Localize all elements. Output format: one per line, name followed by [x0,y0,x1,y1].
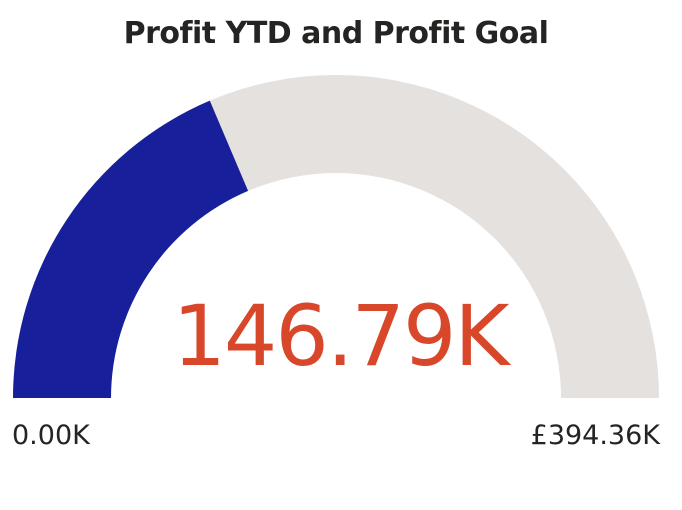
chart-title: Profit YTD and Profit Goal [123,16,549,51]
gauge-max-label: £394.36K [530,420,660,451]
gauge-value-label: 146.79K [172,287,509,385]
gauge-min-label: 0.00K [12,420,90,451]
gauge-fill [13,100,249,398]
